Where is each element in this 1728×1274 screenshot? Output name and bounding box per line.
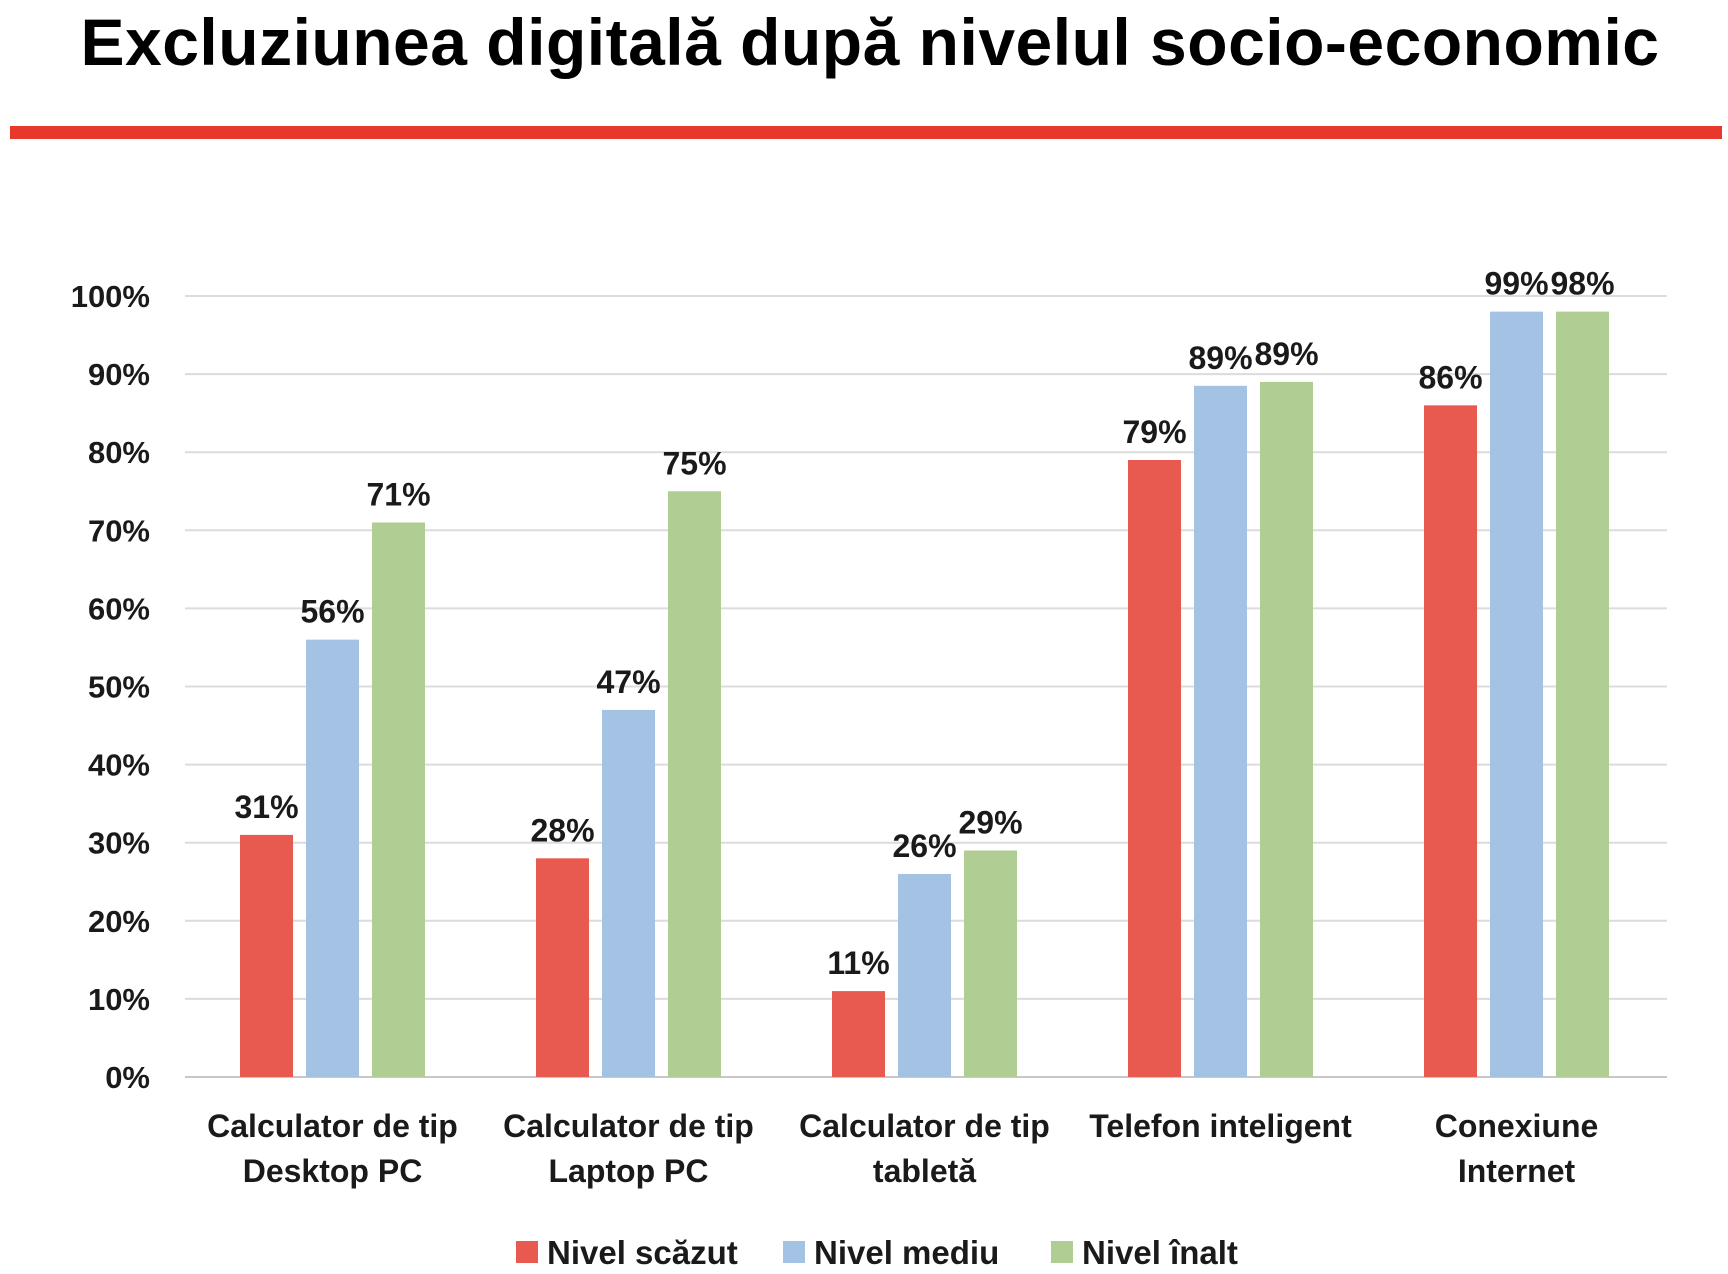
y-tick-label: 100% bbox=[71, 279, 150, 314]
data-label: 29% bbox=[958, 805, 1022, 841]
data-label: 47% bbox=[596, 664, 660, 700]
bar bbox=[668, 491, 721, 1077]
data-label: 79% bbox=[1122, 414, 1186, 450]
data-label: 26% bbox=[892, 828, 956, 864]
bar bbox=[1424, 405, 1477, 1078]
data-label: 11% bbox=[827, 945, 889, 981]
bar bbox=[240, 834, 293, 1077]
bar bbox=[1556, 311, 1609, 1077]
category-label: Calculator de tip bbox=[799, 1108, 1050, 1144]
title-rule bbox=[10, 126, 1722, 139]
y-tick-label: 50% bbox=[88, 670, 150, 705]
y-tick-label: 20% bbox=[88, 904, 150, 939]
data-label: 99% bbox=[1484, 266, 1548, 302]
data-label: 28% bbox=[530, 812, 594, 848]
legend: Nivel scăzut Nivel mediu Nivel înalt bbox=[516, 1234, 1238, 1271]
data-label: 86% bbox=[1418, 359, 1482, 395]
bars bbox=[240, 311, 1609, 1078]
bar bbox=[602, 709, 655, 1077]
bar bbox=[1260, 381, 1313, 1077]
category-label: Calculator de tip bbox=[503, 1108, 754, 1144]
legend-swatch bbox=[516, 1241, 538, 1263]
bar bbox=[1194, 385, 1247, 1077]
bar bbox=[306, 639, 359, 1077]
category-label: Conexiune bbox=[1435, 1108, 1599, 1144]
bar bbox=[1490, 311, 1543, 1077]
bar bbox=[832, 991, 885, 1077]
bar bbox=[1128, 460, 1181, 1077]
slide-title: Excluziunea digitală după nivelul socio-… bbox=[80, 5, 1660, 79]
data-label: 56% bbox=[300, 594, 364, 630]
legend-label: Nivel înalt bbox=[1082, 1234, 1238, 1271]
category-label: Calculator de tip bbox=[207, 1108, 458, 1144]
y-tick-label: 0% bbox=[105, 1060, 150, 1095]
legend-swatch bbox=[1051, 1241, 1073, 1263]
data-label: 71% bbox=[366, 476, 430, 512]
bar bbox=[536, 858, 589, 1077]
category-label: Desktop PC bbox=[243, 1153, 423, 1189]
y-tick-label: 80% bbox=[88, 435, 150, 470]
y-tick-label: 10% bbox=[88, 982, 150, 1017]
bar bbox=[964, 850, 1017, 1077]
data-label: 98% bbox=[1550, 266, 1614, 302]
data-label: 31% bbox=[234, 789, 298, 825]
legend-label: Nivel mediu bbox=[814, 1234, 999, 1271]
category-label: tabletă bbox=[873, 1153, 976, 1189]
data-labels: 31% 56% 71% 28% 47% 75% 11% 26%29% 79% 89% 89% 86% 9… bbox=[234, 266, 1614, 981]
bar bbox=[372, 522, 425, 1077]
y-tick-label: 60% bbox=[88, 591, 150, 626]
bar bbox=[898, 873, 951, 1077]
category-label: Telefon inteligent bbox=[1089, 1108, 1352, 1144]
y-tick-label: 30% bbox=[88, 826, 150, 861]
category-label: Laptop PC bbox=[549, 1153, 709, 1189]
category-label: Internet bbox=[1458, 1153, 1576, 1189]
data-label: 89% bbox=[1254, 336, 1318, 372]
legend-swatch bbox=[783, 1241, 805, 1263]
data-label: 75% bbox=[662, 445, 726, 481]
y-tick-label: 90% bbox=[88, 357, 150, 392]
y-axis-ticks: 0% 10% 20% 30% 40% 50% 60% 70% 80% 90% 100% bbox=[71, 279, 150, 1095]
data-label: 89% bbox=[1188, 340, 1252, 376]
x-axis-categories: Calculator de tip Desktop PC Calculator de… bbox=[207, 1108, 1598, 1189]
y-tick-label: 40% bbox=[88, 748, 150, 783]
legend-label: Nivel scăzut bbox=[547, 1234, 738, 1271]
y-tick-label: 70% bbox=[88, 513, 150, 548]
